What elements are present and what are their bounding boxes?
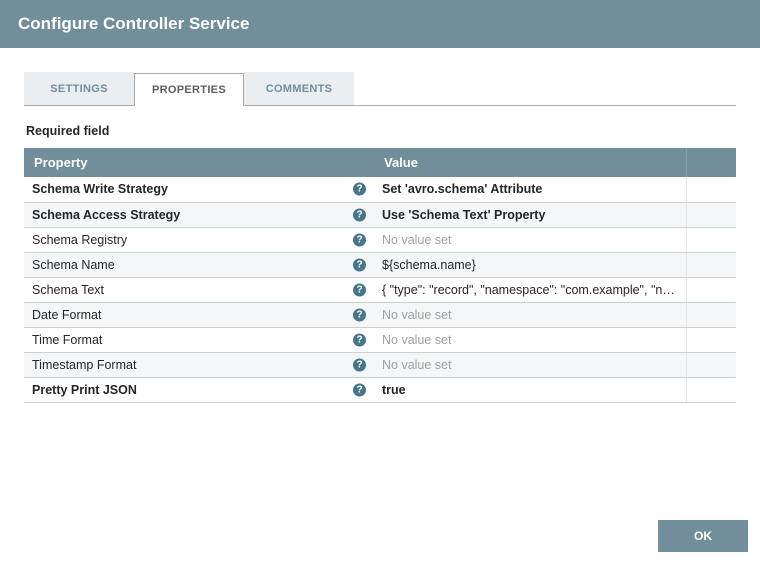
header-value: Value	[374, 148, 686, 177]
property-name: Date Format?	[24, 302, 374, 327]
header-actions	[686, 148, 736, 177]
table-row[interactable]: Schema Registry?No value set	[24, 227, 736, 252]
property-value[interactable]: No value set	[374, 227, 686, 252]
table-row[interactable]: Timestamp Format?No value set	[24, 352, 736, 377]
property-name: Schema Write Strategy?	[24, 177, 374, 202]
property-name: Schema Name?	[24, 252, 374, 277]
property-value[interactable]: Set 'avro.schema' Attribute	[374, 177, 686, 202]
tab-bar: SETTINGS PROPERTIES COMMENTS	[24, 72, 736, 106]
properties-table: Property Value Schema Write Strategy?Set…	[24, 148, 736, 403]
help-icon[interactable]: ?	[353, 358, 366, 371]
property-actions	[686, 227, 736, 252]
property-actions	[686, 377, 736, 402]
dialog-footer: OK	[658, 520, 760, 564]
help-icon[interactable]: ?	[353, 333, 366, 346]
property-value[interactable]: ${schema.name}	[374, 252, 686, 277]
property-value[interactable]: { "type": "record", "namespace": "com.ex…	[374, 277, 686, 302]
tab-settings[interactable]: SETTINGS	[24, 72, 134, 105]
property-actions	[686, 277, 736, 302]
ok-button[interactable]: OK	[658, 520, 748, 552]
property-value[interactable]: Use 'Schema Text' Property	[374, 202, 686, 227]
table-row[interactable]: Schema Name?${schema.name}	[24, 252, 736, 277]
property-value[interactable]: true	[374, 377, 686, 402]
property-name: Timestamp Format?	[24, 352, 374, 377]
table-row[interactable]: Schema Text?{ "type": "record", "namespa…	[24, 277, 736, 302]
property-value[interactable]: No value set	[374, 327, 686, 352]
tab-comments[interactable]: COMMENTS	[244, 72, 354, 105]
property-name: Schema Registry?	[24, 227, 374, 252]
help-icon[interactable]: ?	[353, 383, 366, 396]
property-value[interactable]: No value set	[374, 302, 686, 327]
table-row[interactable]: Date Format?No value set	[24, 302, 736, 327]
help-icon[interactable]: ?	[353, 308, 366, 321]
property-actions	[686, 252, 736, 277]
property-name: Pretty Print JSON?	[24, 377, 374, 402]
help-icon[interactable]: ?	[353, 183, 366, 196]
property-actions	[686, 352, 736, 377]
header-property: Property	[24, 148, 374, 177]
property-name: Time Format?	[24, 327, 374, 352]
property-value[interactable]: No value set	[374, 352, 686, 377]
property-actions	[686, 327, 736, 352]
property-actions	[686, 302, 736, 327]
tab-properties[interactable]: PROPERTIES	[134, 73, 244, 106]
dialog-title: Configure Controller Service	[0, 0, 760, 48]
required-field-label: Required field	[26, 124, 736, 138]
help-icon[interactable]: ?	[353, 233, 366, 246]
table-row[interactable]: Time Format?No value set	[24, 327, 736, 352]
property-actions	[686, 177, 736, 202]
help-icon[interactable]: ?	[353, 258, 366, 271]
property-actions	[686, 202, 736, 227]
table-row[interactable]: Schema Access Strategy?Use 'Schema Text'…	[24, 202, 736, 227]
table-row[interactable]: Schema Write Strategy?Set 'avro.schema' …	[24, 177, 736, 202]
property-name: Schema Text?	[24, 277, 374, 302]
help-icon[interactable]: ?	[353, 283, 366, 296]
table-row[interactable]: Pretty Print JSON?true	[24, 377, 736, 402]
property-name: Schema Access Strategy?	[24, 202, 374, 227]
help-icon[interactable]: ?	[353, 208, 366, 221]
dialog-content: SETTINGS PROPERTIES COMMENTS Required fi…	[0, 48, 760, 403]
